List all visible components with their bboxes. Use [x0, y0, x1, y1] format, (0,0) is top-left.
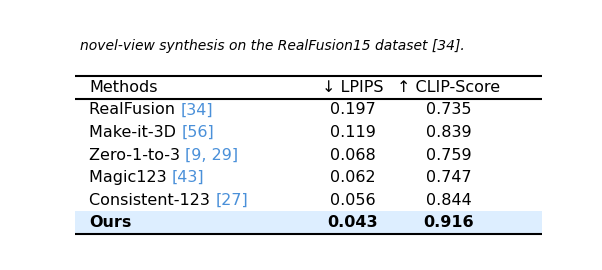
Text: 0.068: 0.068: [330, 148, 376, 163]
Text: Methods: Methods: [89, 80, 158, 95]
Text: Make-it-3D: Make-it-3D: [89, 125, 181, 140]
Text: 0.759: 0.759: [426, 148, 471, 163]
Text: 0.062: 0.062: [330, 170, 376, 185]
FancyBboxPatch shape: [75, 211, 542, 234]
Text: [43]: [43]: [172, 170, 205, 185]
Text: [27]: [27]: [216, 193, 248, 208]
Text: RealFusion: RealFusion: [89, 102, 181, 117]
Text: [56]: [56]: [181, 125, 214, 140]
Text: 0.735: 0.735: [426, 102, 471, 117]
Text: ↑ CLIP-Score: ↑ CLIP-Score: [397, 80, 500, 95]
Text: 0.916: 0.916: [423, 215, 474, 230]
Text: Ours: Ours: [89, 215, 132, 230]
Text: 0.844: 0.844: [426, 193, 471, 208]
Text: [9, 29]: [9, 29]: [185, 148, 238, 163]
Text: 0.747: 0.747: [426, 170, 471, 185]
Text: ↓ LPIPS: ↓ LPIPS: [322, 80, 383, 95]
Text: [34]: [34]: [181, 102, 213, 117]
Text: Consistent-123: Consistent-123: [89, 193, 216, 208]
Text: 0.839: 0.839: [426, 125, 471, 140]
Text: Zero-1-to-3: Zero-1-to-3: [89, 148, 185, 163]
Text: 0.056: 0.056: [330, 193, 376, 208]
Text: novel-view synthesis on the RealFusion15 dataset [34].: novel-view synthesis on the RealFusion15…: [80, 39, 465, 53]
Text: 0.119: 0.119: [330, 125, 376, 140]
Text: 0.043: 0.043: [327, 215, 378, 230]
Text: 0.197: 0.197: [330, 102, 376, 117]
Text: Magic123: Magic123: [89, 170, 172, 185]
